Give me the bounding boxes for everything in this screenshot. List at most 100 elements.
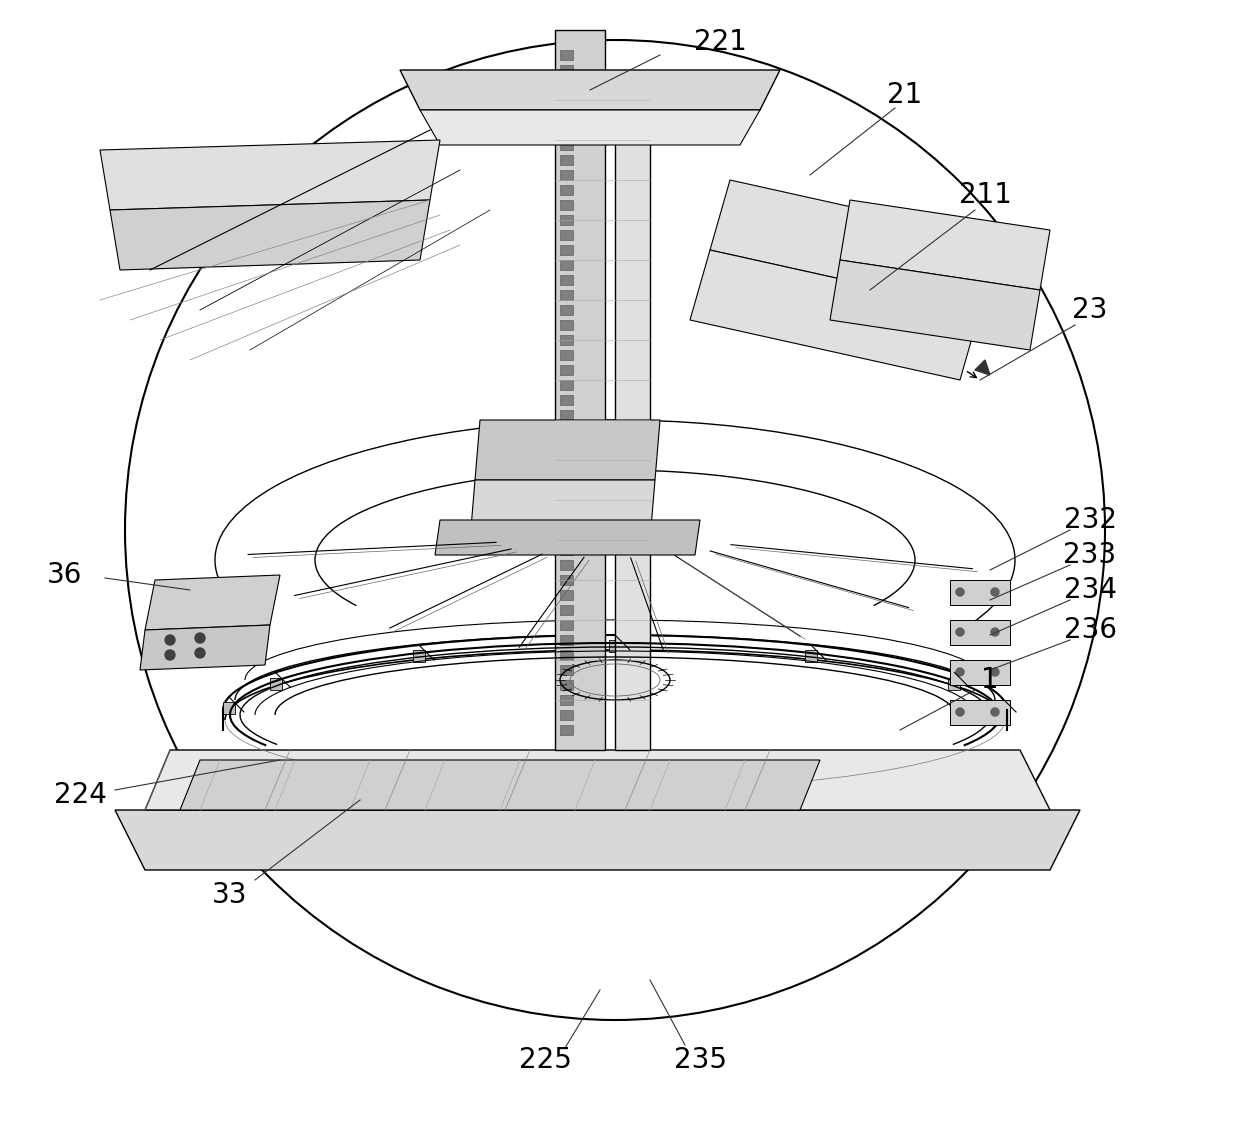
Polygon shape [475,420,660,480]
Polygon shape [560,635,573,645]
Polygon shape [949,677,961,690]
Polygon shape [560,65,573,76]
Polygon shape [560,320,573,329]
Polygon shape [560,575,573,585]
Text: 236: 236 [1064,615,1116,644]
Polygon shape [560,725,573,734]
Polygon shape [560,561,573,570]
Polygon shape [975,360,990,375]
Polygon shape [615,80,650,750]
Polygon shape [560,110,573,120]
Polygon shape [420,110,760,145]
Polygon shape [269,677,281,690]
Polygon shape [560,215,573,225]
Polygon shape [560,365,573,375]
Circle shape [991,708,999,716]
Polygon shape [435,521,701,555]
Polygon shape [560,500,573,510]
Polygon shape [560,350,573,360]
Circle shape [991,588,999,596]
Text: 23: 23 [1073,296,1107,324]
Circle shape [956,628,963,636]
Text: 33: 33 [212,881,248,909]
Text: 225: 225 [518,1046,572,1074]
Text: 233: 233 [1064,541,1116,569]
Polygon shape [950,700,1011,725]
Text: 232: 232 [1064,506,1116,534]
Polygon shape [560,620,573,630]
Polygon shape [560,50,573,59]
Polygon shape [560,455,573,464]
Polygon shape [994,702,1007,714]
Text: 211: 211 [959,181,1012,209]
Polygon shape [560,170,573,180]
Text: 21: 21 [888,81,923,109]
Polygon shape [180,760,820,810]
Polygon shape [560,650,573,660]
Polygon shape [560,426,573,435]
Circle shape [195,633,205,643]
Polygon shape [805,650,817,662]
Text: 36: 36 [47,561,83,589]
Polygon shape [839,200,1050,289]
Polygon shape [560,696,573,705]
Polygon shape [560,410,573,420]
Polygon shape [950,580,1011,605]
Polygon shape [560,305,573,315]
Polygon shape [560,380,573,390]
Polygon shape [560,470,573,480]
Circle shape [165,635,175,645]
Polygon shape [560,485,573,495]
Circle shape [956,668,963,676]
Text: 235: 235 [673,1046,727,1074]
Polygon shape [140,625,270,670]
Text: 1: 1 [981,666,998,694]
Polygon shape [560,335,573,345]
Polygon shape [950,620,1011,645]
Polygon shape [560,289,573,300]
Polygon shape [110,200,430,270]
Polygon shape [689,251,980,380]
Polygon shape [609,639,621,652]
Circle shape [991,628,999,636]
Polygon shape [560,95,573,105]
Polygon shape [560,605,573,615]
Polygon shape [145,575,280,630]
Polygon shape [560,125,573,135]
Polygon shape [556,30,605,750]
Polygon shape [560,154,573,165]
Circle shape [956,708,963,716]
Circle shape [991,668,999,676]
Polygon shape [950,660,1011,685]
Polygon shape [560,140,573,150]
Polygon shape [100,140,440,210]
Polygon shape [223,702,234,714]
Polygon shape [560,200,573,210]
Polygon shape [560,440,573,450]
Polygon shape [560,710,573,720]
Text: 234: 234 [1064,575,1116,604]
Polygon shape [560,515,573,525]
Polygon shape [560,260,573,270]
Polygon shape [560,680,573,690]
Polygon shape [560,395,573,405]
Polygon shape [830,260,1040,350]
Polygon shape [560,530,573,540]
Polygon shape [470,480,655,540]
Circle shape [165,650,175,660]
Polygon shape [115,810,1080,869]
Polygon shape [560,665,573,675]
Polygon shape [145,750,1050,810]
Polygon shape [560,185,573,194]
Circle shape [195,648,205,658]
Polygon shape [560,230,573,240]
Polygon shape [560,245,573,255]
Circle shape [956,588,963,596]
Polygon shape [560,545,573,555]
Polygon shape [560,590,573,599]
Polygon shape [711,180,999,310]
Polygon shape [413,650,425,662]
Text: 221: 221 [693,27,746,56]
Polygon shape [560,275,573,285]
Polygon shape [560,80,573,90]
